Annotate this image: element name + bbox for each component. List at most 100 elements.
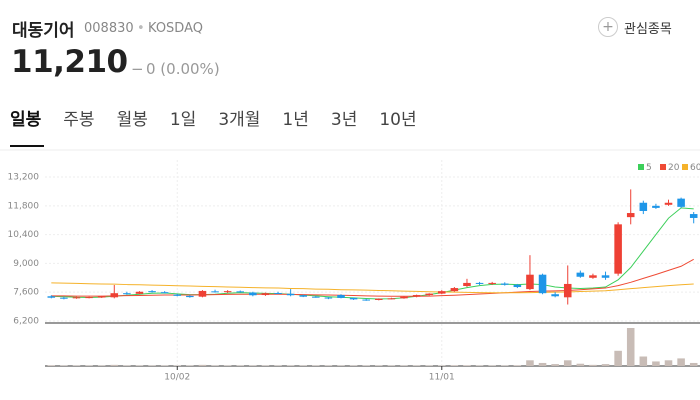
period-tabs: 일봉 주봉 월봉 1일 3개월 1년 3년 10년	[10, 105, 417, 130]
tab[interactable]: 3년	[330, 110, 358, 130]
tab[interactable]: 10년	[379, 110, 417, 130]
legend-label: 20	[668, 163, 680, 173]
candle-body	[110, 293, 119, 298]
candle-body	[400, 296, 408, 299]
tab[interactable]: 일봉	[10, 110, 42, 130]
candle-body	[589, 275, 597, 278]
candle-body	[97, 296, 106, 298]
tab-underline	[10, 145, 44, 147]
candle-body	[412, 295, 421, 297]
candle-body	[601, 275, 610, 278]
candle-body	[526, 274, 534, 290]
candle-body	[72, 297, 81, 299]
candle-body	[563, 283, 572, 298]
candle-body	[576, 272, 585, 277]
candle-body	[47, 296, 56, 298]
tab[interactable]: 주봉	[63, 110, 95, 130]
volume-bar	[526, 360, 534, 366]
volume-bar	[601, 364, 610, 366]
candle-body	[249, 292, 257, 296]
volume-bar	[538, 362, 547, 366]
candle-body	[223, 291, 232, 293]
candle-body	[85, 297, 93, 299]
y-tick-label: 9,000	[13, 259, 39, 269]
candle-body	[135, 291, 144, 294]
candle-body	[60, 297, 68, 299]
stock-name: 대동기어	[12, 21, 75, 41]
volume-bar	[664, 360, 673, 366]
candle-body	[463, 282, 471, 287]
candle-body	[639, 202, 648, 211]
candle-body	[626, 213, 635, 218]
volume-bar	[689, 362, 698, 366]
moving-average	[51, 258, 694, 297]
candle-body	[160, 292, 169, 294]
favorite-label: 관심종목	[624, 21, 672, 37]
volume-bar	[652, 361, 660, 366]
candle-body	[312, 296, 320, 298]
candle-body	[387, 298, 396, 300]
y-tick-label: 13,200	[8, 173, 40, 183]
candle-body	[286, 293, 295, 296]
candle-body	[538, 274, 547, 294]
change: 0 (0.00%)	[146, 60, 220, 78]
price: 11,210	[11, 44, 128, 80]
tab[interactable]: 3개월	[218, 110, 261, 130]
candle-body	[551, 294, 559, 297]
x-tick-label: 10/02	[164, 373, 190, 383]
volume-bar	[563, 360, 572, 366]
market: KOSDAQ	[148, 21, 203, 36]
volume-bar	[626, 328, 635, 366]
volume-bar	[589, 364, 597, 366]
plus-icon: +	[598, 17, 618, 37]
candle-body	[664, 202, 673, 205]
candle-body	[438, 291, 446, 294]
x-tick-label: 11/01	[429, 373, 455, 383]
candle-body	[450, 288, 459, 292]
volume-bar	[576, 363, 585, 366]
candle-body	[324, 297, 333, 299]
moving-average	[51, 207, 694, 300]
volume-bar	[450, 365, 459, 366]
volume-bar	[110, 364, 119, 366]
volume-bar	[614, 350, 622, 366]
candle-body	[123, 293, 131, 295]
y-tick-label: 11,800	[8, 201, 40, 211]
candle-body	[299, 295, 307, 297]
moving-average	[51, 282, 694, 294]
tab[interactable]: 월봉	[116, 110, 148, 130]
legend-label: 60	[690, 163, 700, 173]
candle-body	[362, 299, 370, 301]
legend-label: 5	[646, 163, 652, 173]
candle-body	[425, 293, 433, 296]
volume-bar	[677, 358, 685, 366]
legend-swatch	[682, 164, 688, 170]
volume-bar	[463, 365, 471, 366]
candle-body	[677, 198, 685, 207]
candle-body	[475, 282, 484, 284]
tab[interactable]: 1년	[282, 110, 309, 130]
y-tick-label: 6,200	[13, 316, 39, 326]
candle-body	[211, 291, 219, 293]
tab[interactable]: 1일	[169, 110, 197, 130]
candle-body	[513, 284, 522, 288]
volume-bar	[198, 364, 207, 366]
volume-bar	[639, 356, 648, 366]
candle-body	[614, 224, 622, 274]
candle-body	[186, 295, 194, 298]
candle-body	[173, 294, 182, 296]
stock-code: 008830	[84, 21, 134, 36]
y-tick-label: 10,400	[8, 230, 40, 240]
candle-body	[689, 214, 698, 218]
favorite-button[interactable]: + 관심종목	[598, 17, 672, 37]
candle-body	[274, 292, 282, 294]
candle-body	[652, 205, 660, 208]
candle-body	[500, 283, 509, 285]
volume-bar	[513, 365, 522, 366]
y-tick-label: 7,600	[13, 288, 39, 298]
legend-swatch	[660, 164, 666, 170]
candle-body	[375, 298, 383, 300]
volume-bar	[551, 364, 559, 366]
